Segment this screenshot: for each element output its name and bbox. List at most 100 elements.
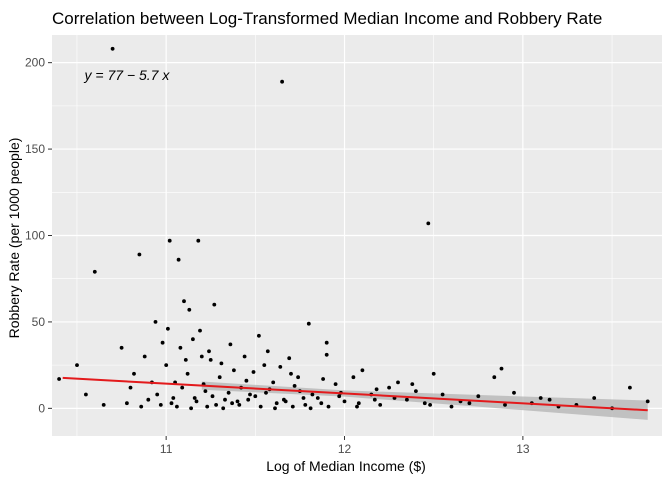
data-point: [219, 361, 224, 366]
data-point: [467, 401, 472, 406]
data-point: [169, 401, 174, 406]
data-point: [431, 371, 436, 376]
data-point: [257, 333, 261, 338]
data-point: [264, 390, 268, 395]
data-point: [183, 358, 188, 362]
x-tick-label: 11: [160, 442, 173, 456]
data-point: [645, 399, 650, 404]
data-point: [235, 399, 240, 404]
data-point: [308, 406, 313, 411]
data-point: [337, 394, 342, 399]
x-axis-title: Log of Median Income ($): [266, 458, 426, 474]
data-point: [290, 404, 295, 409]
data-point: [176, 257, 181, 262]
data-point: [374, 387, 379, 392]
y-tick-label: 150: [25, 142, 45, 156]
data-point: [153, 320, 158, 324]
data-point: [232, 368, 236, 373]
chart-title: Correlation between Log-Transformed Medi…: [52, 9, 602, 28]
data-point: [189, 406, 194, 411]
data-point: [512, 390, 516, 395]
data-point: [207, 349, 211, 354]
data-point: [356, 401, 361, 406]
data-point: [310, 392, 315, 397]
data-point: [289, 371, 293, 376]
data-point: [178, 345, 183, 350]
data-point: [422, 401, 427, 406]
data-point: [160, 340, 165, 345]
data-point: [194, 399, 199, 404]
data-point: [125, 401, 129, 406]
data-point: [342, 399, 347, 404]
data-point: [301, 396, 306, 400]
data-point: [324, 352, 329, 357]
data-point: [198, 328, 202, 333]
data-point: [306, 321, 311, 326]
data-point: [503, 403, 507, 407]
data-point: [449, 404, 454, 409]
data-point: [273, 406, 277, 411]
data-point: [265, 349, 270, 354]
data-point: [262, 363, 267, 367]
data-point: [203, 389, 208, 393]
data-point: [164, 363, 169, 367]
data-point: [187, 307, 192, 312]
data-point: [258, 404, 263, 409]
data-point: [360, 368, 365, 373]
data-point: [547, 397, 552, 402]
data-point: [278, 365, 283, 369]
data-point: [166, 326, 170, 331]
data-point: [192, 396, 197, 400]
data-point: [592, 396, 597, 400]
data-point: [324, 340, 329, 345]
data-point: [110, 46, 115, 51]
data-point: [283, 399, 288, 404]
data-point: [292, 384, 297, 388]
data-point: [426, 221, 431, 226]
data-point: [378, 403, 383, 407]
data-point: [119, 345, 124, 350]
data-point: [538, 396, 543, 400]
data-point: [387, 385, 391, 390]
data-point: [57, 377, 61, 381]
data-point: [396, 380, 400, 385]
x-tick-label: 12: [338, 442, 352, 456]
data-point: [492, 375, 497, 380]
data-point: [274, 401, 279, 406]
data-point: [180, 385, 185, 390]
data-point: [628, 385, 632, 390]
data-point: [319, 401, 324, 406]
data-point: [226, 390, 231, 395]
data-point: [142, 354, 147, 359]
data-point: [185, 371, 190, 376]
data-point: [214, 403, 219, 407]
data-point: [271, 380, 276, 385]
data-point: [296, 375, 300, 380]
data-point: [158, 403, 163, 407]
data-point: [280, 79, 284, 84]
data-point: [303, 403, 308, 407]
data-point: [199, 354, 204, 359]
data-point: [92, 269, 97, 274]
data-point: [155, 392, 160, 397]
data-point: [132, 371, 136, 376]
data-point: [410, 382, 415, 386]
data-point: [428, 403, 432, 407]
y-tick-label: 50: [32, 315, 46, 329]
data-point: [128, 385, 133, 390]
data-point: [210, 394, 215, 399]
data-point: [223, 397, 227, 402]
data-point: [212, 302, 217, 307]
data-point: [167, 238, 172, 243]
data-point: [476, 394, 481, 399]
x-tick-label: 13: [516, 442, 530, 456]
data-point: [351, 375, 356, 380]
data-point: [75, 363, 79, 367]
data-point: [146, 397, 151, 402]
data-point: [321, 377, 325, 381]
data-point: [242, 354, 247, 359]
data-point: [326, 404, 331, 409]
regression-line: [62, 376, 648, 412]
